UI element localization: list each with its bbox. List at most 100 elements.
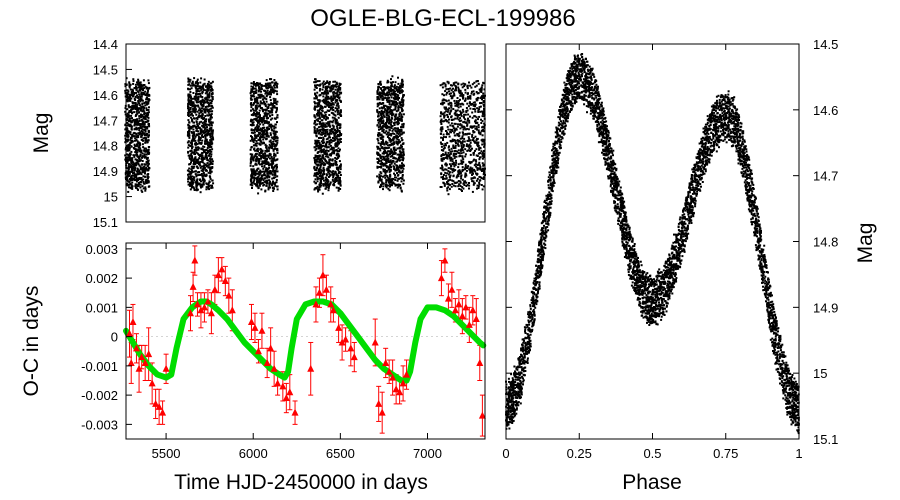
- lc-time-point: [196, 183, 199, 186]
- lc-time-point: [251, 187, 253, 189]
- lc-time-point: [452, 108, 455, 110]
- lc-time-point: [210, 128, 213, 131]
- lc-time-point: [461, 170, 464, 173]
- lc-time-point: [269, 146, 272, 149]
- lc-time-point: [322, 114, 324, 117]
- lc-time-point: [202, 123, 205, 126]
- lc-time-point: [320, 151, 323, 154]
- lc-time-point: [266, 162, 269, 165]
- lc-time-point: [269, 154, 272, 157]
- lc-time-point: [136, 187, 139, 190]
- lc-time-point: [261, 160, 264, 163]
- lc-time-point: [377, 153, 380, 156]
- lc-time-point: [187, 80, 190, 83]
- lc-time-point: [477, 185, 480, 188]
- lc-time-point: [454, 169, 457, 172]
- lc-time-point: [393, 132, 396, 135]
- lc-time-point: [314, 169, 317, 171]
- lc-time-point: [192, 108, 195, 110]
- lc-time-point: [376, 165, 379, 168]
- lc-time-point: [141, 138, 144, 141]
- lc-time-point: [209, 145, 212, 148]
- lc-time-point: [447, 151, 450, 154]
- lc-time-point: [271, 90, 274, 93]
- lc-time-point: [441, 127, 444, 130]
- lc-time-point: [259, 140, 262, 143]
- lc-time-point: [377, 88, 380, 91]
- lc-time-point: [479, 176, 482, 179]
- lc-time-point: [199, 127, 202, 130]
- lc-time-point: [315, 163, 318, 166]
- lc-time-point: [457, 88, 460, 91]
- lc-time-point: [201, 156, 203, 159]
- lc-time-point: [187, 119, 190, 122]
- lc-time-point: [395, 110, 398, 113]
- lc-time-point: [315, 145, 318, 148]
- lc-time-point: [400, 144, 402, 147]
- lc-time-point: [473, 104, 476, 106]
- lc-time-point: [126, 96, 129, 99]
- lc-time-point: [386, 176, 389, 179]
- lc-time-point: [319, 143, 322, 146]
- lc-time-point: [333, 137, 336, 140]
- lc-time-point: [204, 156, 207, 159]
- lc-time-point: [394, 117, 397, 120]
- lc-time-point: [138, 172, 141, 175]
- lc-time-point: [211, 110, 214, 113]
- lc-time-point: [338, 86, 340, 89]
- lc-time-point: [402, 167, 405, 170]
- lc-time-point: [316, 157, 319, 160]
- lc-time-point: [263, 97, 266, 100]
- lc-time-point: [377, 112, 380, 115]
- lc-time-point: [274, 89, 277, 92]
- lc-time-point: [327, 109, 330, 112]
- lc-time-point: [197, 104, 199, 107]
- lc-time-point: [463, 137, 466, 140]
- lc-time-point: [313, 121, 316, 124]
- lc-time-point: [264, 155, 267, 158]
- lc-time-point: [381, 136, 384, 139]
- lc-time-point: [456, 175, 459, 178]
- lc-time-point: [335, 163, 338, 166]
- lc-time-point: [391, 182, 394, 185]
- lc-time-point: [191, 167, 194, 170]
- lc-time-point: [139, 114, 141, 117]
- lc-time-point: [272, 143, 275, 145]
- lc-time-point: [381, 138, 384, 141]
- lc-time-point: [271, 184, 273, 187]
- lc-time-point: [147, 89, 149, 92]
- lc-time-point: [142, 92, 145, 95]
- lc-time-point: [204, 110, 207, 113]
- lc-time-point: [253, 138, 256, 140]
- lc-time-point: [483, 104, 485, 107]
- lc-time-point: [257, 150, 259, 153]
- lc-time-point: [322, 179, 325, 182]
- lc-time-point: [457, 163, 460, 166]
- lc-time-point: [326, 169, 329, 172]
- lc-time-point: [200, 107, 203, 110]
- lc-time-point: [130, 120, 133, 123]
- lc-time-point: [324, 115, 327, 118]
- lc-time-point: [131, 90, 134, 93]
- lc-time-point: [206, 105, 209, 108]
- lc-time-point: [272, 177, 275, 180]
- lc-time-point: [253, 182, 256, 185]
- lc-time-point: [200, 173, 203, 175]
- lc-time-point: [211, 136, 214, 139]
- lc-time-point: [189, 188, 192, 191]
- lc-time-point: [126, 140, 129, 143]
- lc-time-point: [204, 149, 207, 152]
- lc-time-point: [196, 143, 199, 146]
- lc-time-point: [397, 177, 400, 180]
- lc-time-point: [330, 164, 333, 167]
- lc-time-point: [389, 119, 392, 122]
- lc-time-point: [402, 83, 404, 86]
- lc-time-point: [208, 163, 211, 166]
- lc-time-point: [317, 170, 320, 173]
- lc-time-point: [461, 162, 464, 165]
- lc-time-point: [192, 97, 195, 100]
- lc-time-point: [252, 103, 255, 106]
- lc-time-point: [477, 129, 480, 132]
- lc-time-point: [335, 92, 338, 95]
- lc-time-point: [190, 87, 193, 90]
